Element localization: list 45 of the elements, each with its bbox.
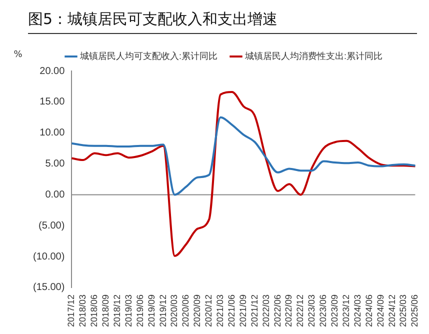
x-tick-label: 2023/06 xyxy=(318,294,328,328)
y-axis-title: % xyxy=(14,50,23,60)
y-tick-label: (15.00) xyxy=(32,282,65,294)
x-tick-label: 2022/12 xyxy=(295,294,306,328)
legend-label: 城镇居民人均消费性支出:累计同比 xyxy=(244,50,383,61)
y-tick-label: 10.00 xyxy=(40,128,66,139)
x-tick-label: 2022/09 xyxy=(284,294,294,328)
line-series xyxy=(70,116,416,196)
line-series xyxy=(70,91,416,257)
x-tick-label: 2024/09 xyxy=(375,294,386,328)
x-tick-label: 2023/03 xyxy=(306,294,317,328)
x-tick-label: 2019/09 xyxy=(146,294,156,328)
x-tick-label: 2020/09 xyxy=(192,294,202,328)
x-tick-label: 2018/03 xyxy=(78,294,88,328)
x-tick-label: 2018/09 xyxy=(100,294,111,328)
x-tick-label: 2024/12 xyxy=(386,294,397,328)
x-tick-label: 2019/06 xyxy=(134,294,145,328)
x-tick-label: 2018/12 xyxy=(112,294,122,328)
x-tick-label: 2017/12 xyxy=(66,294,76,328)
x-tick-label: 2024/03 xyxy=(352,294,362,328)
y-tick-label: (5.00) xyxy=(38,220,65,232)
y-tick-label: 0.00 xyxy=(45,189,66,200)
chart-title: 图5：城镇居民可支配收入和支出增速 xyxy=(28,10,417,34)
y-tick-label: 20.00 xyxy=(40,66,66,77)
x-tick-label: 2019/03 xyxy=(123,294,134,328)
x-tick-label: 2024/06 xyxy=(364,294,374,328)
x-tick-label: 2021/03 xyxy=(215,294,226,328)
x-tick-label: 2022/03 xyxy=(260,294,271,328)
x-tick-label: 2022/06 xyxy=(272,294,282,328)
x-tick-label: 2019/12 xyxy=(158,294,168,328)
y-tick-label: (10.00) xyxy=(32,251,65,262)
legend-label: 城镇居民人均可支配收入:累计同比 xyxy=(79,50,218,61)
x-tick-label: 2020/06 xyxy=(180,294,191,328)
y-tick-label: 15.00 xyxy=(40,96,66,108)
x-tick-label: 2025/03 xyxy=(398,294,408,328)
x-tick-label: 2020/12 xyxy=(204,294,214,328)
x-tick-label: 2021/12 xyxy=(249,294,260,328)
x-tick-label: 2023/09 xyxy=(330,294,340,328)
x-tick-label: 2021/09 xyxy=(238,294,248,328)
x-tick-label: 2020/03 xyxy=(169,294,180,328)
x-tick-label: 2021/06 xyxy=(226,294,236,328)
x-tick-label: 2025/06 xyxy=(410,294,420,328)
y-tick-label: 5.00 xyxy=(45,158,66,170)
x-tick-label: 2023/12 xyxy=(340,294,351,328)
x-tick-label: 2018/06 xyxy=(89,294,100,328)
